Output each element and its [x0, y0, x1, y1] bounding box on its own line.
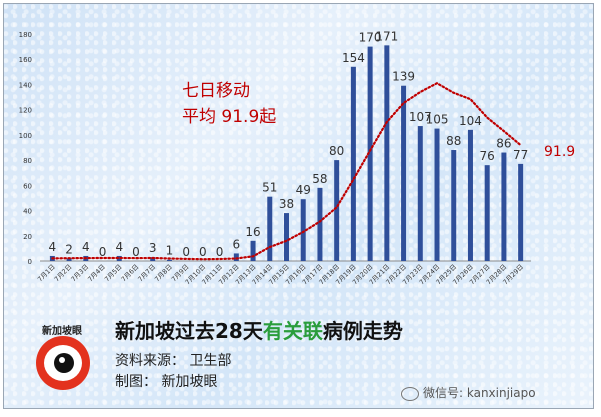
x-tick-label: 7月5日 — [103, 263, 124, 284]
data-label: 80 — [329, 144, 344, 158]
logo: 新加坡眼 — [24, 322, 100, 402]
data-label: 0 — [216, 245, 224, 259]
title-part-2: 病例走势 — [322, 319, 403, 343]
logo-text: 新加坡眼 — [42, 326, 82, 337]
data-label: 139 — [392, 70, 415, 84]
bar — [484, 165, 490, 261]
bar — [451, 150, 457, 261]
data-label: 4 — [82, 240, 90, 254]
y-tick-label: 40 — [23, 208, 32, 216]
bar — [284, 213, 289, 261]
data-label: 2 — [65, 242, 73, 256]
y-tick-label: 120 — [19, 107, 32, 115]
data-label: 51 — [262, 181, 277, 195]
annotation-text: 平均 91.9起 — [182, 107, 276, 127]
y-tick-label: 20 — [23, 233, 32, 241]
data-label: 6 — [233, 237, 241, 251]
data-label: 0 — [199, 245, 207, 259]
bar — [150, 257, 156, 261]
title-highlight: 有关联 — [262, 319, 323, 343]
data-label: 154 — [342, 51, 365, 65]
moving-average-end-label: 91.9 — [544, 144, 575, 160]
data-label: 86 — [496, 137, 511, 151]
data-label: 105 — [426, 113, 449, 127]
data-label: 58 — [312, 172, 327, 186]
x-tick-label: 7月1日 — [36, 263, 57, 284]
bar — [233, 253, 239, 261]
bar — [267, 196, 273, 261]
data-label: 1 — [166, 244, 174, 258]
x-tick-label: 7月6日 — [120, 263, 141, 284]
data-label: 38 — [279, 197, 294, 211]
data-label: 0 — [182, 245, 190, 259]
chart-title: 新加坡过去28天有关联病例走势 — [115, 315, 403, 344]
bar — [384, 45, 390, 261]
logo-icon — [36, 336, 90, 390]
bar — [300, 199, 306, 261]
watermark: 微信号: kanxinjiapo — [401, 384, 536, 401]
title-part-1: 新加坡过去28天 — [115, 319, 263, 343]
bar-chart: 02040608010012014016018047月1日27月2日47月3日0… — [19, 29, 576, 286]
x-tick-label: 7月8日 — [153, 263, 174, 284]
wechat-icon — [401, 386, 419, 401]
bar — [401, 85, 407, 261]
maker-line: 制图： 新加坡眼 — [115, 374, 218, 390]
annotation-text: 七日移动 — [182, 81, 250, 101]
data-label: 107 — [409, 110, 432, 124]
y-tick-label: 140 — [19, 81, 32, 89]
data-label: 171 — [375, 29, 398, 43]
source-line: 资料来源： 卫生部 — [115, 353, 232, 369]
y-tick-label: 180 — [19, 31, 32, 39]
y-tick-label: 100 — [19, 132, 32, 140]
data-label: 4 — [115, 240, 123, 254]
bar — [434, 128, 440, 261]
bar — [334, 160, 340, 261]
bar — [66, 258, 72, 261]
moving-average-line — [51, 81, 522, 261]
watermark-text: 微信号: kanxinjiapo — [423, 386, 536, 400]
data-label: 88 — [446, 134, 461, 148]
data-label: 77 — [513, 148, 528, 162]
y-tick-label: 0 — [28, 258, 32, 266]
chart-frame: 0 20 40 60 80 100 120 140 160 180 4 7月1日 2 7月2日 4 7月3日 0… — [3, 3, 594, 409]
bar — [317, 187, 323, 261]
bar — [467, 129, 473, 261]
y-tick-label: 60 — [23, 182, 32, 190]
y-tick-label: 160 — [19, 56, 32, 64]
bar — [501, 152, 507, 261]
y-tick-label: 80 — [23, 157, 32, 165]
data-label: 16 — [245, 225, 260, 239]
data-label: 76 — [480, 149, 495, 163]
bar — [166, 259, 172, 261]
x-tick-label: 7月3日 — [70, 263, 91, 284]
data-label: 104 — [459, 114, 482, 128]
data-label: 4 — [49, 240, 57, 254]
bar — [417, 126, 423, 261]
data-label: 0 — [99, 245, 107, 259]
bar — [116, 255, 122, 261]
data-label: 3 — [149, 241, 157, 255]
bar — [350, 66, 356, 262]
data-label: 0 — [132, 245, 140, 259]
bar — [518, 163, 524, 261]
data-label: 170 — [359, 31, 382, 45]
x-tick-label: 7月7日 — [136, 263, 157, 284]
bar — [367, 46, 373, 261]
x-tick-label: 7月2日 — [53, 263, 74, 284]
bar — [250, 240, 256, 261]
data-label: 49 — [296, 183, 311, 197]
x-tick-label: 7月4日 — [86, 263, 107, 284]
